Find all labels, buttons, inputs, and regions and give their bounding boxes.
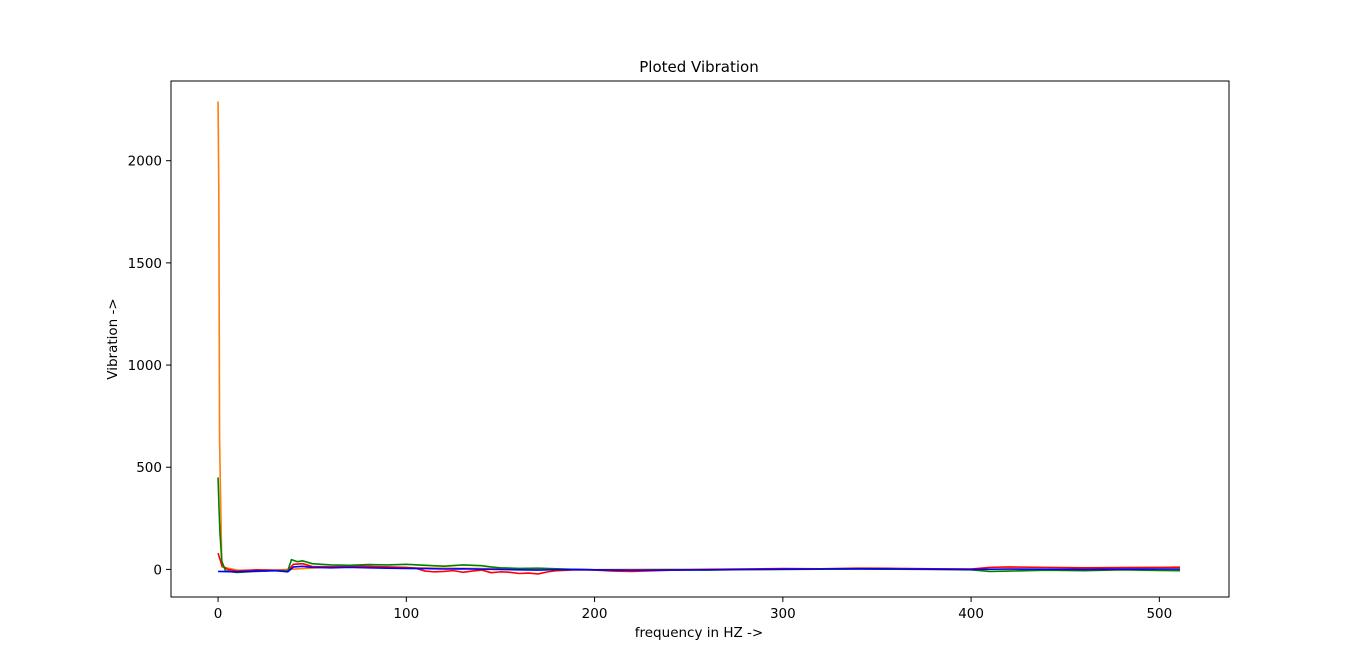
x-tick-label-4: 400 <box>958 606 984 622</box>
y-tick-label-2: 1000 <box>128 358 162 374</box>
y-tick-label-3: 1500 <box>128 256 162 272</box>
y-tick-label-4: 2000 <box>128 154 162 170</box>
x-tick-label-2: 200 <box>582 606 608 622</box>
x-tick-label-3: 300 <box>770 606 796 622</box>
x-axis-title: frequency in HZ -> <box>635 625 763 641</box>
series-line-4 <box>218 565 1181 573</box>
x-tick-label-0: 0 <box>214 606 223 622</box>
chart-title: Ploted Vibration <box>639 58 759 76</box>
x-tick-label-1: 100 <box>393 606 419 622</box>
x-axis-ticks: 0 100 200 300 400 500 <box>214 597 1172 622</box>
plot-area <box>217 101 1181 575</box>
y-tick-label-1: 500 <box>136 460 162 476</box>
x-tick-label-5: 500 <box>1146 606 1172 622</box>
y-tick-label-0: 0 <box>153 562 162 578</box>
y-axis-title: Vibration -> <box>105 298 121 379</box>
series-layer <box>217 101 1181 575</box>
y-axis-ticks: 0 500 1000 1500 2000 <box>128 154 171 578</box>
plot-frame <box>170 80 1230 598</box>
